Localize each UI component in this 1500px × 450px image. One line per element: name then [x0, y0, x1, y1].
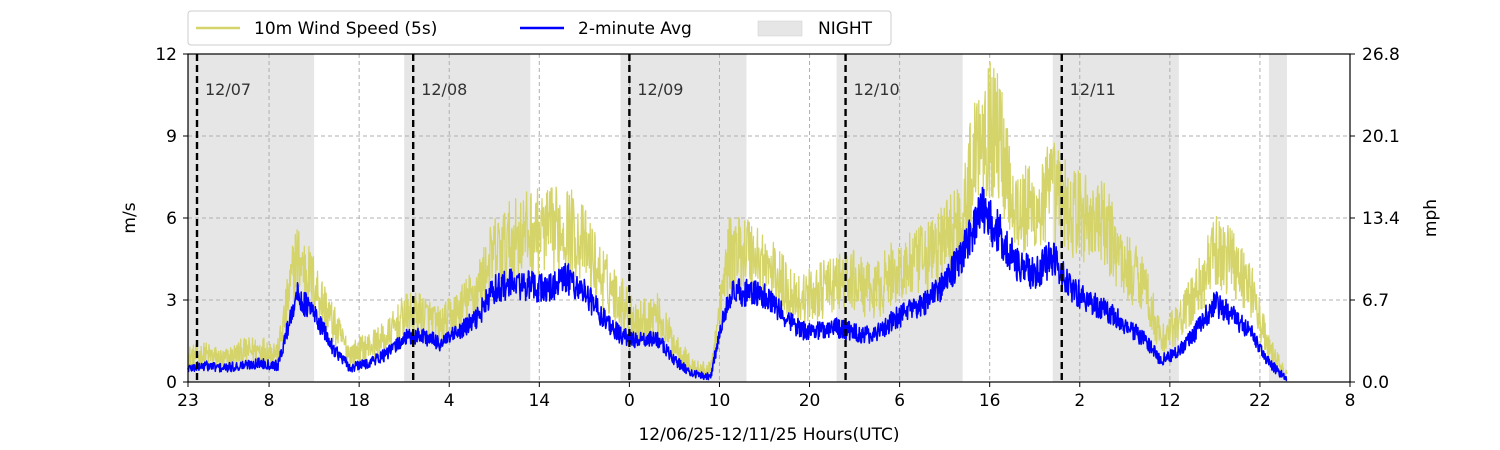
day-markers: 12/07 12/08 12/09 12/10 12/11	[195, 54, 1116, 382]
raw-wind-series	[187, 61, 1288, 380]
y-tick-label-right: 26.8	[1362, 45, 1400, 65]
y-tick-label-right: 0.0	[1362, 373, 1389, 393]
x-tick-label: 2	[1074, 391, 1085, 411]
y-axis-label-left: m/s	[120, 202, 140, 233]
y-tick-label-left: 0	[166, 373, 177, 393]
avg-wind-series	[187, 186, 1288, 382]
legend-label-avg: 2-minute Avg	[578, 19, 692, 39]
x-tick-label: 22	[1249, 391, 1271, 411]
y-tick-label-right: 6.7	[1362, 291, 1389, 311]
x-tick-label: 4	[444, 391, 455, 411]
legend: 10m Wind Speed (5s) 2-minute Avg NIGHT	[187, 10, 892, 46]
x-tick-label: 14	[528, 391, 550, 411]
series-line-raw	[187, 61, 1288, 380]
x-tick-label: 10	[709, 391, 731, 411]
y-tick-label-right: 20.1	[1362, 127, 1400, 147]
x-axis-label: 12/06/25-12/11/25 Hours(UTC)	[638, 425, 899, 445]
day-marker-label: 12/07	[205, 80, 251, 99]
day-marker-label: 12/09	[637, 80, 683, 99]
night-band	[1268, 54, 1287, 382]
y-tick-label-left: 12	[155, 45, 177, 65]
y-tick-label-left: 3	[166, 291, 177, 311]
x-tick-label: 8	[264, 391, 275, 411]
x-tick-label: 18	[348, 391, 370, 411]
x-tick-label: 23	[177, 391, 199, 411]
legend-label-night: NIGHT	[818, 19, 873, 39]
legend-swatch-night	[757, 20, 803, 37]
y-axis-label-right: mph	[1421, 199, 1441, 237]
day-marker-label: 12/08	[421, 80, 467, 99]
y-tick-label-left: 9	[166, 127, 177, 147]
x-tick-label: 20	[799, 391, 821, 411]
axes: 23 8 18 4 14 0 10 20 6 16 2 12 22 8 0 0.0 3 6.7 6 13.4 9 20.1…	[155, 45, 1400, 411]
x-tick-label: 6	[894, 391, 905, 411]
day-marker-label: 12/10	[854, 80, 900, 99]
series-line-avg	[187, 186, 1288, 382]
y-tick-label-right: 13.4	[1362, 209, 1400, 229]
x-tick-label: 16	[979, 391, 1001, 411]
x-tick-label: 0	[624, 391, 635, 411]
day-marker-label: 12/11	[1070, 80, 1116, 99]
legend-label-raw: 10m Wind Speed (5s)	[254, 19, 437, 39]
x-tick-label: 8	[1345, 391, 1356, 411]
x-tick-label: 12	[1159, 391, 1181, 411]
y-tick-label-left: 6	[166, 209, 177, 229]
